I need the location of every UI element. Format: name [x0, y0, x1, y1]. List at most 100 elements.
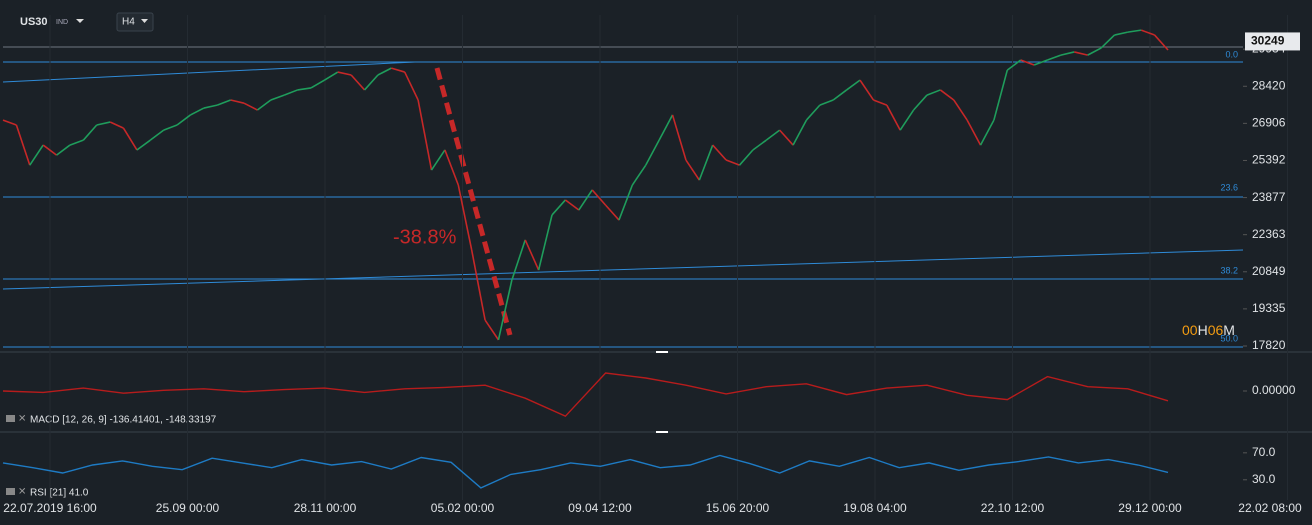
- x-tick-label: 22.07.2019 16:00: [3, 501, 97, 515]
- price-segment: [310, 79, 325, 89]
- price-segment: [149, 129, 165, 141]
- price-segment: [631, 164, 647, 186]
- price-segment: [243, 102, 258, 111]
- price-segment: [323, 71, 339, 81]
- price-segment: [96, 121, 111, 126]
- price-segment: [283, 89, 298, 96]
- y-tick-label: 26906: [1252, 116, 1286, 130]
- price-segment: [591, 189, 607, 206]
- fib-label: 50.0: [1220, 333, 1238, 343]
- price-segment: [819, 99, 834, 106]
- price-segment: [537, 214, 553, 271]
- price-segment: [163, 124, 178, 131]
- price-segment: [712, 144, 727, 161]
- y-tick-label: 0.00000: [1252, 383, 1296, 397]
- fib-label: 0.0: [1225, 49, 1238, 59]
- price-segment: [337, 71, 352, 76]
- trend-line: [2, 249, 1244, 290]
- price-segment: [109, 121, 124, 129]
- y-tick-label: 20849: [1252, 264, 1286, 278]
- timeframe[interactable]: H4: [122, 17, 135, 28]
- x-tick-label: 22.02 08:00: [1238, 501, 1302, 515]
- price-segment: [846, 79, 861, 91]
- price-segment: [899, 109, 915, 131]
- fib-labels: 0.0 23.6 38.2 50.0: [1220, 49, 1238, 343]
- price-segment: [645, 139, 660, 166]
- countdown: 00H06M: [1182, 322, 1235, 338]
- price-segment: [484, 319, 500, 341]
- price-segment: [1087, 47, 1102, 56]
- close-icon[interactable]: ✕: [18, 487, 26, 498]
- dropdown-arrow[interactable]: [141, 19, 148, 23]
- price-segment: [738, 149, 754, 166]
- y-tick-label: 25392: [1252, 153, 1286, 167]
- price-segment: [578, 189, 593, 211]
- price-segment: [417, 99, 433, 171]
- current-price: 30249: [1251, 34, 1285, 48]
- countdown-m: M: [1223, 322, 1235, 338]
- x-tick-label: 28.11 00:00: [294, 501, 357, 515]
- price-segment: [377, 67, 392, 76]
- x-tick-label: 19.08 04:00: [843, 501, 907, 515]
- y-tick-label: 30.0: [1252, 472, 1276, 486]
- macd-legend: ✕ MACD [12, 26, 9] -136.41401, -148.3319…: [6, 414, 217, 426]
- rsi-legend: ✕ RSI [21] 41.0: [6, 487, 89, 499]
- timeframe-box[interactable]: [116, 12, 154, 32]
- price-segment: [912, 94, 928, 111]
- fib-label: 38.2: [1220, 265, 1238, 275]
- price-segment: [1047, 54, 1062, 61]
- price-segment: [1154, 34, 1169, 51]
- price-segment: [136, 139, 151, 151]
- price-segment: [698, 144, 714, 181]
- price-segment: [1006, 59, 1022, 71]
- price-segment: [1074, 51, 1088, 56]
- macd-line: [2, 372, 1169, 418]
- dropdown-arrow[interactable]: [76, 19, 84, 23]
- price-segment: [658, 114, 674, 141]
- price-segment: [203, 104, 218, 109]
- price-segment: [564, 199, 580, 211]
- price-segment: [56, 144, 71, 156]
- price-segment: [832, 89, 848, 101]
- price-segment: [350, 74, 366, 91]
- y-tick-label: 17820: [1252, 338, 1286, 352]
- price-segment: [725, 159, 740, 166]
- price-segment: [176, 114, 191, 126]
- price-segment: [216, 99, 231, 106]
- y-tick-label: 22363: [1252, 227, 1286, 241]
- price-segment: [1060, 51, 1075, 56]
- price-segment: [190, 107, 205, 116]
- price-segment: [42, 144, 58, 156]
- price-segment: [15, 124, 31, 166]
- rsi-line: [2, 454, 1169, 489]
- price-segment: [82, 124, 98, 141]
- y-tick-label: 70.0: [1252, 445, 1276, 459]
- market: IND: [56, 19, 68, 26]
- price-segment: [256, 99, 272, 111]
- price-segment: [511, 239, 527, 281]
- countdown-h: H: [1198, 322, 1208, 338]
- price-segment: [1100, 34, 1115, 49]
- x-tick-label: 15.06 20:00: [706, 501, 770, 515]
- price-segment: [551, 199, 567, 216]
- indicator-icon[interactable]: [6, 415, 15, 422]
- rsi-label: RSI [21] 41.0: [30, 488, 89, 499]
- price-segment: [363, 74, 379, 91]
- toolbar: US30 IND H4: [20, 12, 154, 32]
- price-segment: [2, 119, 17, 126]
- price-segment: [29, 144, 44, 166]
- drawings: [2, 61, 1244, 348]
- price-segment: [69, 139, 84, 146]
- close-icon[interactable]: ✕: [18, 414, 26, 425]
- fib-label: 23.6: [1220, 182, 1238, 192]
- indicator-icon[interactable]: [6, 488, 15, 495]
- y-tick-label: 28420: [1252, 78, 1286, 92]
- price-segment: [792, 119, 808, 146]
- symbol[interactable]: US30: [20, 16, 48, 28]
- price-segment: [1140, 29, 1155, 36]
- price-segment: [993, 69, 1009, 121]
- price-segment: [926, 89, 941, 96]
- y-tick-label: 19335: [1252, 301, 1286, 315]
